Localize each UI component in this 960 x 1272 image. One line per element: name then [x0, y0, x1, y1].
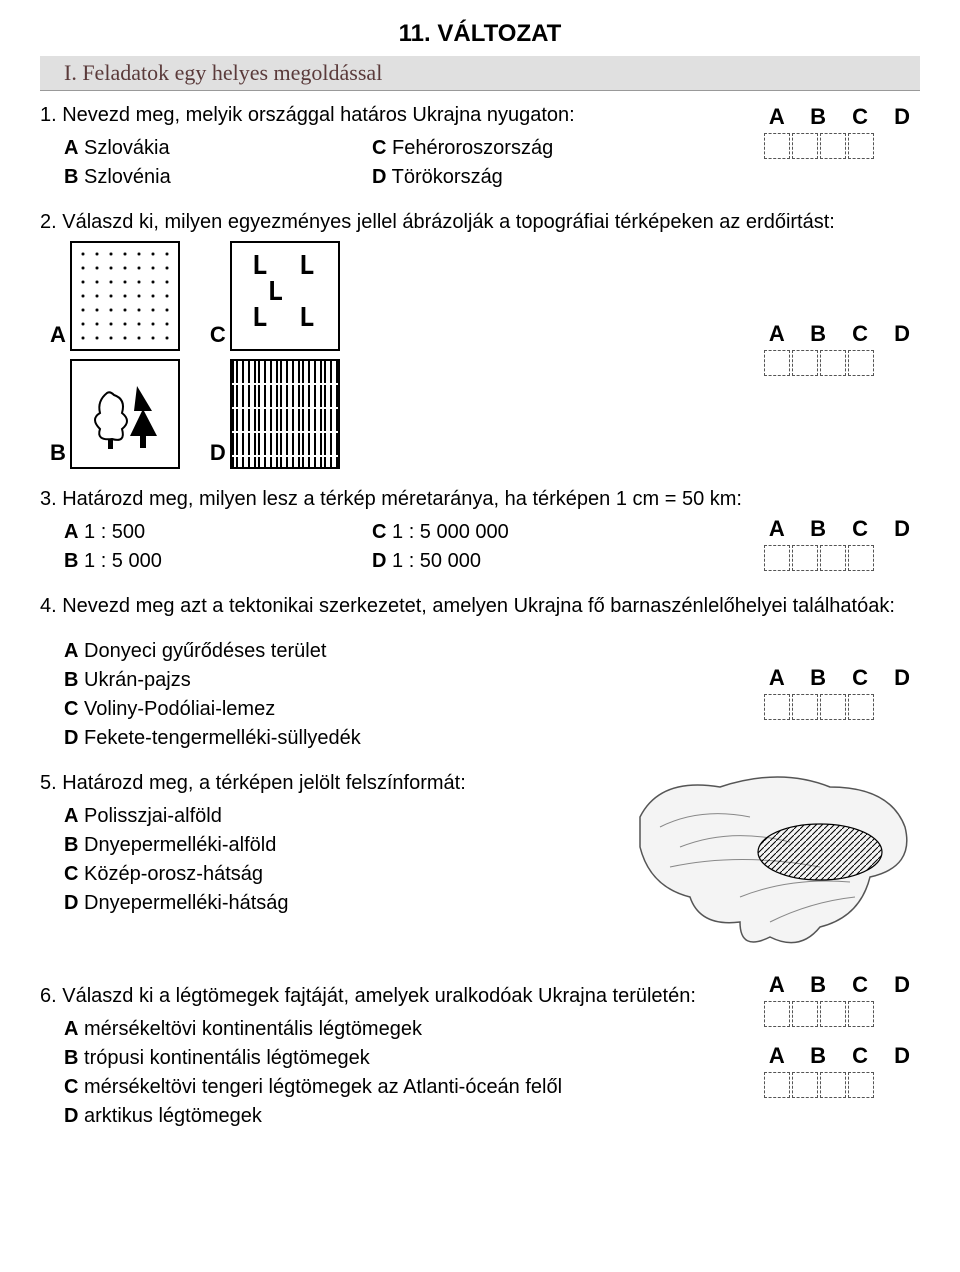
q6-opt-d: D arktikus légtömegek — [64, 1102, 920, 1131]
question-4: 4. Nevezd meg azt a tektonikai szerkezet… — [40, 592, 920, 753]
q2-answer-grid: A B C D — [764, 318, 920, 376]
q2-symbol-b: B — [50, 359, 180, 469]
q4-text: 4. Nevezd meg azt a tektonikai szerkezet… — [40, 592, 920, 621]
grass-pattern-icon — [230, 359, 340, 469]
q1-opt-b: B Szlovénia — [64, 163, 372, 192]
q3-opt-d: D 1 : 50 000 — [372, 547, 680, 576]
q3-opt-a: A 1 : 500 — [64, 518, 372, 547]
q3-opt-b: B 1 : 5 000 — [64, 547, 372, 576]
q1-opt-c: C Fehéroroszország — [372, 134, 680, 163]
question-5: 5. Határozd meg, a térképen jelölt felsz… — [40, 769, 920, 966]
ukraine-map-icon — [620, 757, 920, 966]
q2-symbol-a: A — [50, 241, 180, 351]
section-header: I. Feladatok egy helyes megoldással — [40, 56, 920, 91]
q2-text: 2. Válaszd ki, milyen egyezményes jellel… — [40, 208, 920, 237]
circles-pattern-icon — [70, 241, 180, 351]
question-2: 2. Válaszd ki, milyen egyezményes jellel… — [40, 208, 920, 469]
q3-opt-c: C 1 : 5 000 000 — [372, 518, 680, 547]
q1-answer-grid: A B C D — [764, 101, 920, 159]
q1-opt-d: D Törökország — [372, 163, 680, 192]
q4-answer-grid: A B C D — [764, 662, 920, 720]
q3-text: 3. Határozd meg, milyen lesz a térkép mé… — [40, 485, 920, 514]
q1-opt-a: A Szlovákia — [64, 134, 372, 163]
q6-answer-grid: A B C D — [764, 1040, 920, 1098]
question-1: 1. Nevezd meg, melyik országgal határos … — [40, 101, 920, 192]
page-title: 11. VÁLTOZAT — [40, 20, 920, 48]
q4-opt-d: D Fekete-tengermelléki-süllyedék — [64, 724, 920, 753]
q2-symbol-c: C — [210, 241, 340, 351]
q3-answer-grid: A B C D — [764, 513, 920, 571]
question-3: 3. Határozd meg, milyen lesz a térkép mé… — [40, 485, 920, 576]
question-6: 6. Válaszd ki a légtömegek fajtáját, ame… — [40, 982, 920, 1131]
q6-text: 6. Válaszd ki a légtömegek fajtáját, ame… — [40, 982, 920, 1011]
trees-icon — [70, 359, 180, 469]
l-pattern-icon — [230, 241, 340, 351]
q2-symbol-d: D — [210, 359, 340, 469]
